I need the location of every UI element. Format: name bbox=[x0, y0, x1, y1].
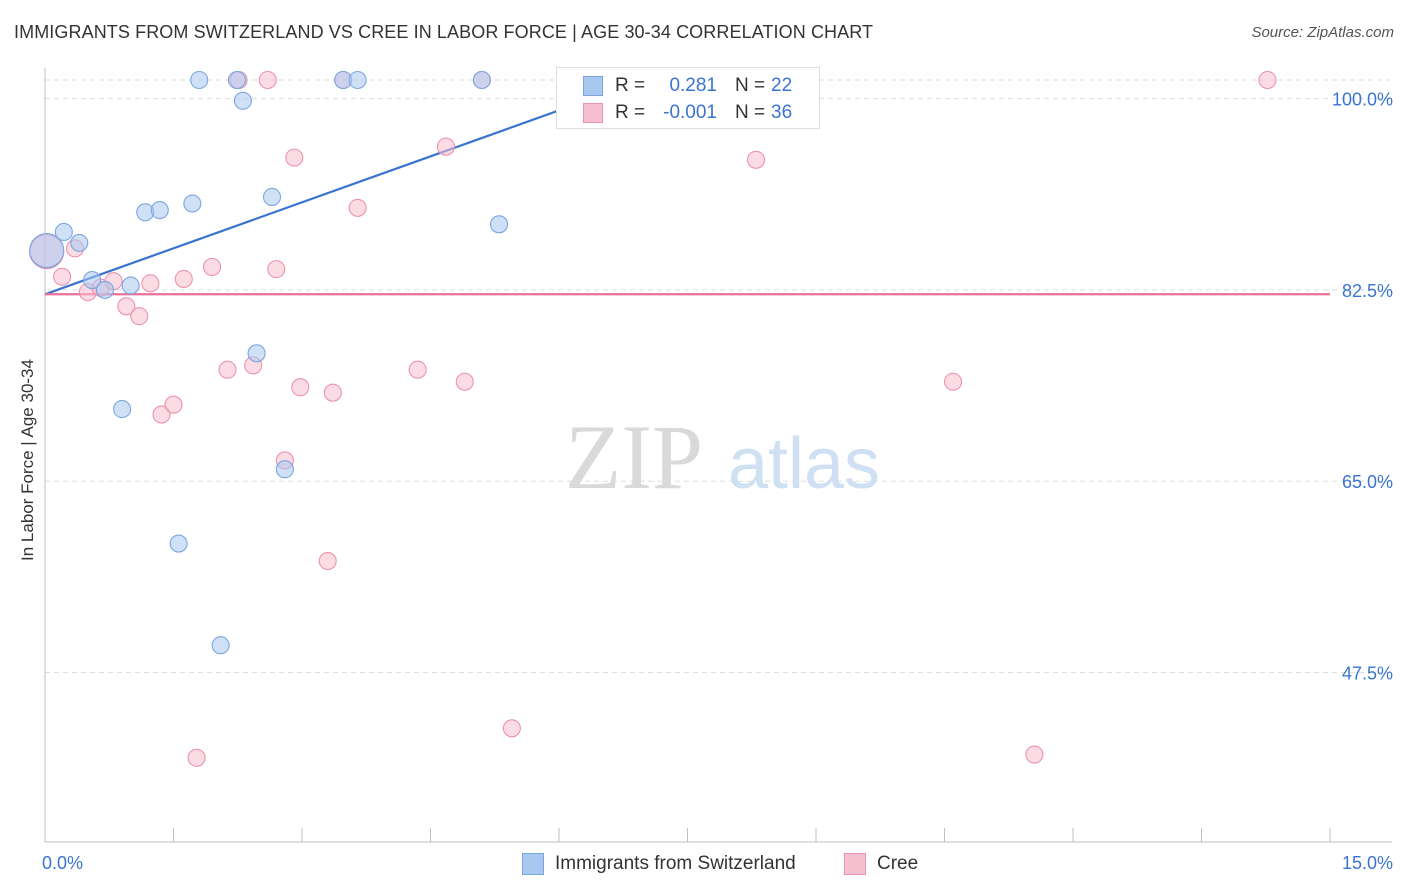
watermark-atlas: atlas bbox=[728, 424, 880, 504]
legend-label-cree: Cree bbox=[877, 853, 919, 874]
point-switzerland bbox=[95, 280, 115, 299]
point-cree bbox=[267, 260, 286, 279]
point-cree bbox=[408, 360, 427, 379]
point-cree bbox=[746, 150, 766, 169]
point-cree bbox=[53, 267, 72, 286]
source-label: Source: ZipAtlas.com bbox=[1251, 24, 1394, 41]
point-cree bbox=[218, 360, 237, 379]
trend-lines bbox=[44, 106, 1330, 296]
point-cree bbox=[318, 551, 337, 571]
point-switzerland bbox=[54, 222, 73, 242]
point-cree bbox=[323, 383, 342, 402]
point-cree bbox=[1258, 70, 1277, 90]
point-switzerland bbox=[472, 70, 491, 90]
n-label: N = bbox=[735, 102, 766, 123]
point-switzerland bbox=[233, 91, 252, 110]
point-cree bbox=[141, 274, 160, 293]
grid bbox=[45, 79, 1392, 674]
n-label: N = bbox=[735, 75, 766, 96]
legend-swatch-switzerland bbox=[522, 853, 544, 875]
point-cree bbox=[164, 395, 183, 414]
y-tick-label: 47.5% bbox=[1342, 664, 1393, 684]
point-switzerland bbox=[29, 232, 65, 269]
point-switzerland bbox=[247, 344, 266, 363]
point-cree bbox=[117, 297, 136, 316]
r-label: R = bbox=[615, 102, 646, 123]
point-switzerland bbox=[275, 460, 294, 479]
point-cree bbox=[436, 137, 455, 156]
n-value: 22 bbox=[771, 75, 793, 96]
point-cree bbox=[152, 405, 171, 424]
y-axis-label: In Labor Force | Age 30-34 bbox=[18, 359, 37, 561]
point-switzerland bbox=[227, 70, 246, 90]
point-switzerland bbox=[83, 271, 102, 290]
watermark: ZIP atlas bbox=[565, 406, 880, 508]
point-cree bbox=[348, 198, 367, 217]
point-cree bbox=[944, 372, 963, 391]
n-value: 36 bbox=[771, 102, 793, 123]
point-switzerland bbox=[121, 276, 140, 295]
tick-labels: 100.0% 82.5% 65.0% 47.5% 0.0% 15.0% bbox=[42, 90, 1393, 873]
point-cree bbox=[130, 307, 149, 326]
point-switzerland bbox=[169, 534, 188, 553]
point-switzerland bbox=[211, 636, 230, 655]
point-switzerland bbox=[348, 70, 367, 90]
chart-title: IMMIGRANTS FROM SWITZERLAND VS CREE IN L… bbox=[14, 22, 874, 42]
stats-legend: R = 0.281 N = 22 R = -0.001 N = 36 bbox=[556, 67, 820, 129]
point-switzerland bbox=[183, 194, 202, 213]
r-label: R = bbox=[615, 75, 646, 96]
legend-label-switzerland: Immigrants from Switzerland bbox=[555, 853, 796, 874]
y-tick-label: 82.5% bbox=[1342, 281, 1393, 301]
y-tick-label: 100.0% bbox=[1332, 90, 1393, 110]
point-cree bbox=[203, 257, 222, 276]
data-points bbox=[29, 70, 1277, 767]
point-cree bbox=[285, 148, 304, 167]
point-switzerland bbox=[113, 400, 132, 419]
point-switzerland bbox=[262, 187, 282, 207]
point-cree bbox=[1025, 745, 1044, 764]
legend-swatch-cree bbox=[844, 853, 866, 875]
point-cree bbox=[258, 70, 277, 90]
point-switzerland bbox=[70, 233, 89, 252]
axes bbox=[44, 68, 1392, 843]
series-legend: Immigrants from Switzerland Cree bbox=[0, 852, 1406, 878]
point-cree bbox=[502, 719, 521, 738]
point-cree bbox=[291, 378, 310, 397]
point-switzerland bbox=[190, 70, 209, 90]
point-cree bbox=[455, 372, 474, 391]
point-cree bbox=[174, 269, 193, 289]
x-tick-label: 0.0% bbox=[42, 853, 83, 873]
point-switzerland bbox=[489, 215, 509, 234]
point-cree bbox=[187, 748, 206, 767]
watermark-zip: ZIP bbox=[565, 406, 703, 508]
x-tick-label: 15.0% bbox=[1342, 853, 1393, 873]
r-value: -0.001 bbox=[663, 102, 717, 123]
y-tick-label: 65.0% bbox=[1342, 472, 1393, 492]
point-switzerland bbox=[150, 201, 169, 220]
trend-line bbox=[44, 106, 568, 296]
r-value: 0.281 bbox=[669, 75, 717, 96]
legend-swatch-cree bbox=[583, 103, 603, 123]
legend-swatch-switzerland bbox=[583, 76, 603, 96]
